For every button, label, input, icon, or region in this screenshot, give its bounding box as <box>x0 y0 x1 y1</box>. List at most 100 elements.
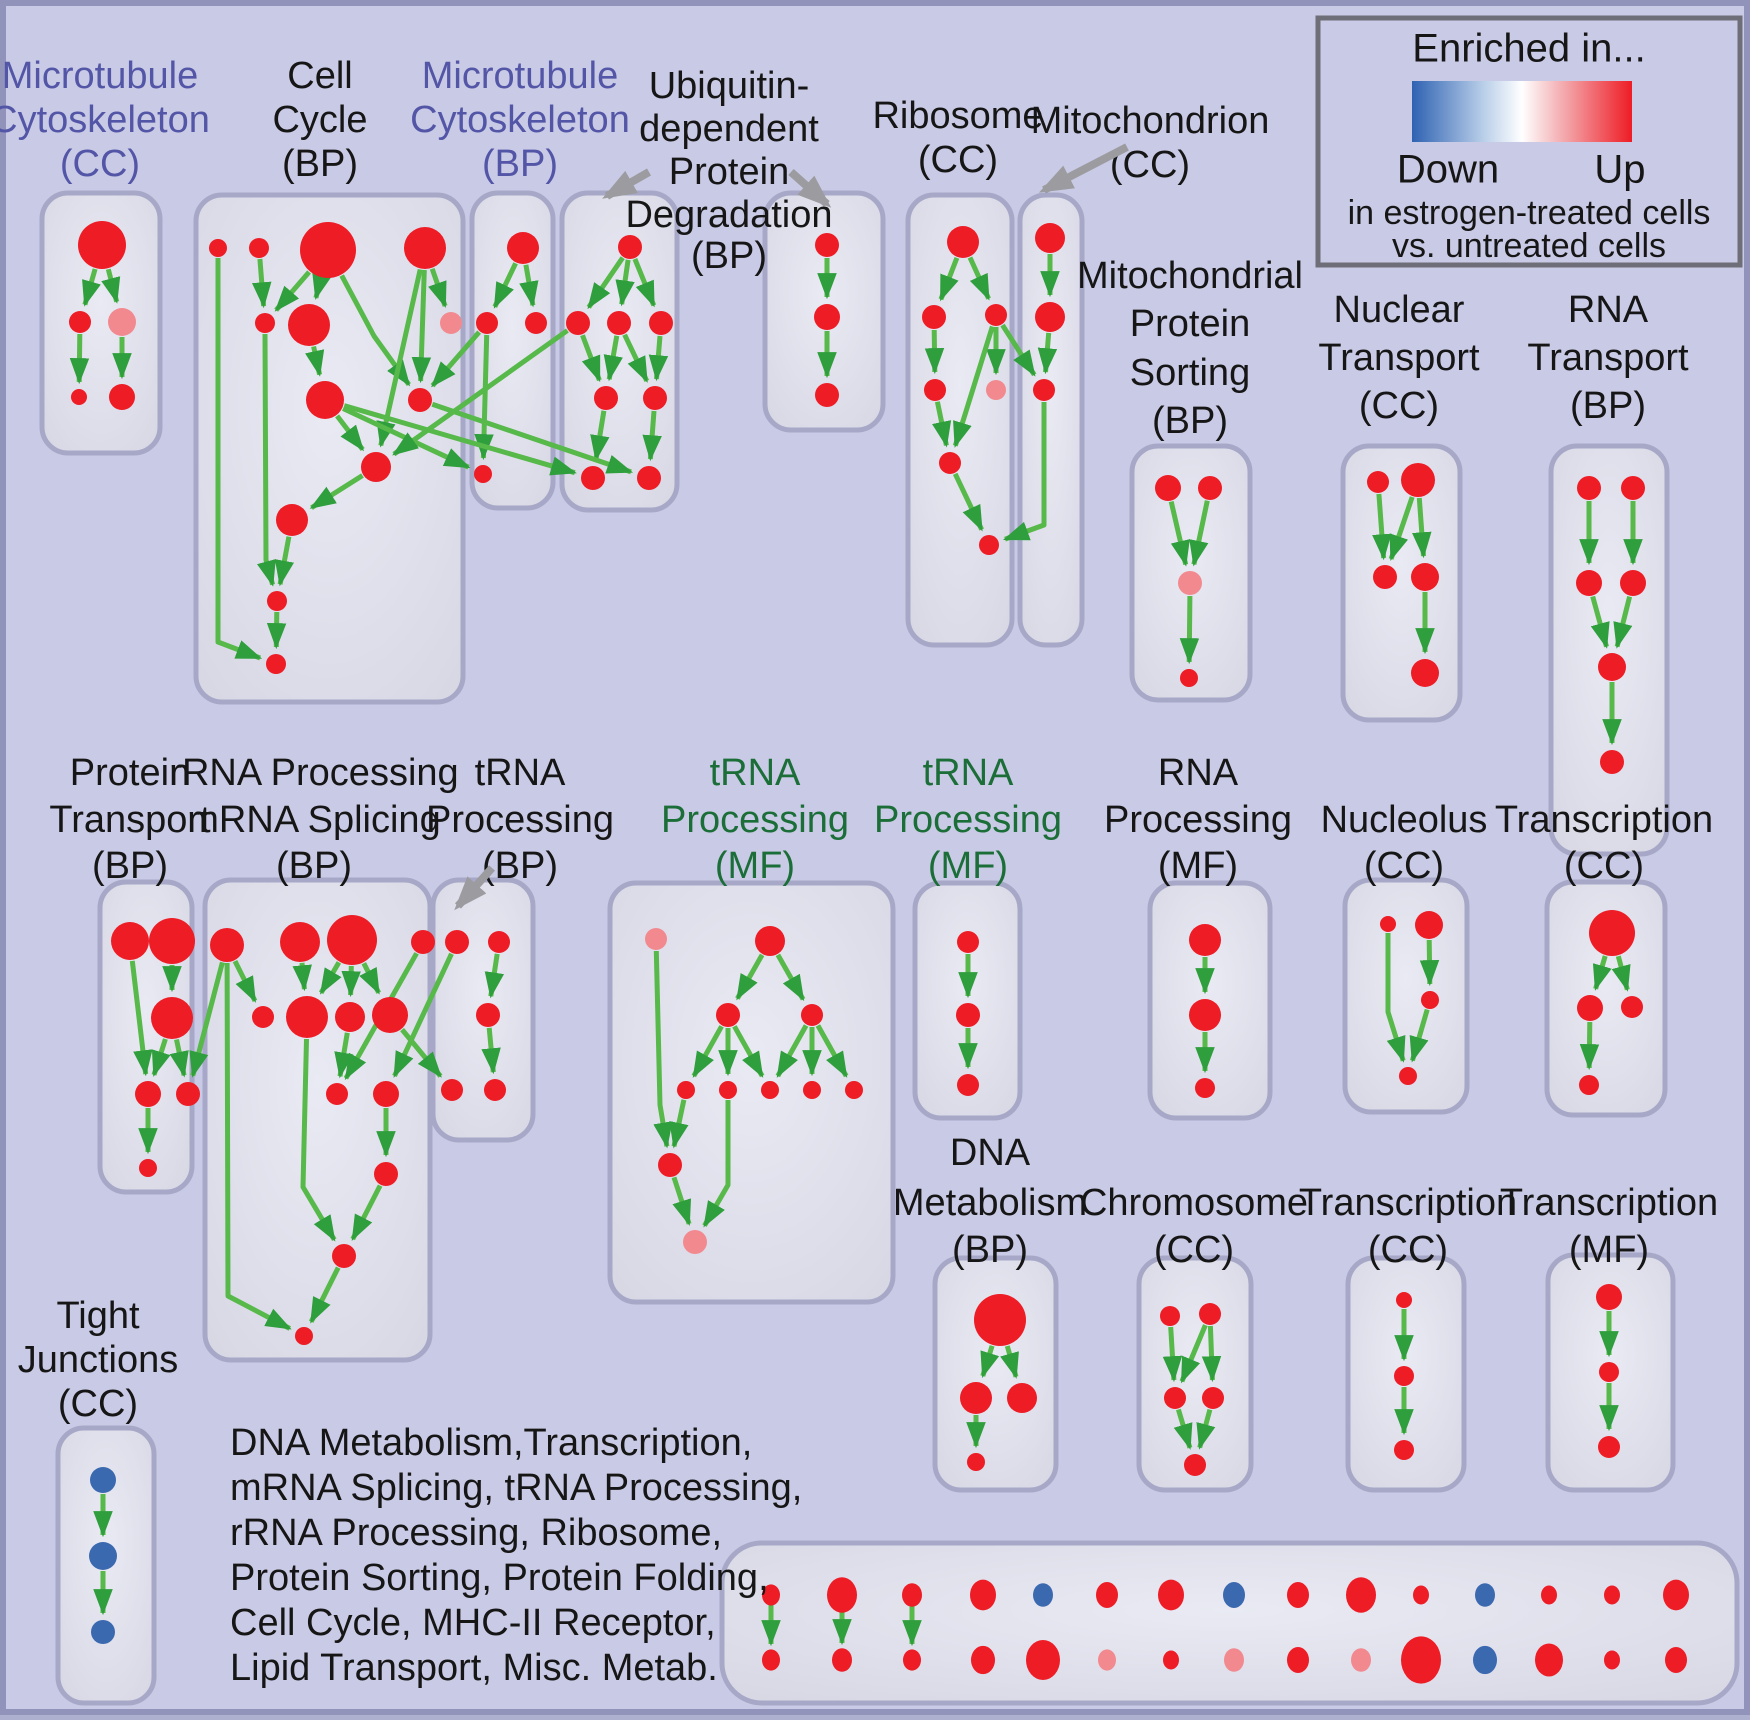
go-term-node <box>979 535 999 555</box>
edge-arrow <box>335 414 365 452</box>
go-term-node <box>1158 1579 1184 1611</box>
go-term-node <box>288 304 330 346</box>
group-label-microtubule-cytoskeleton-bp: Microtubule <box>422 55 618 97</box>
go-term-node <box>295 1327 313 1345</box>
go-term-node <box>484 1079 506 1101</box>
go-term-node <box>1598 1436 1620 1458</box>
edge-arrow <box>1000 1345 1019 1379</box>
group-label-trna-processing-mf-small: (MF) <box>928 845 1008 887</box>
edge-arrow <box>642 410 662 462</box>
edge-arrow <box>169 1038 189 1078</box>
go-term-node <box>408 388 432 412</box>
go-term-node <box>209 239 227 257</box>
go-term-node <box>1096 1582 1118 1608</box>
misc-terms-text: rRNA Processing, Ribosome, <box>230 1512 722 1554</box>
group-label-ubiquitin-degradation-right-box: (BP) <box>691 235 767 277</box>
group-label-mitochondrion-cc: Mitochondrion <box>1031 100 1270 142</box>
go-term-node <box>985 304 1007 326</box>
go-term-node <box>1178 571 1202 595</box>
group-box-rna-transport-bp <box>1548 443 1670 857</box>
edge-arrow <box>274 536 295 587</box>
go-term-node <box>1199 1303 1221 1325</box>
go-term-node <box>845 1081 863 1099</box>
group-label-dna-metabolism-bp: (BP) <box>952 1229 1028 1271</box>
go-term-node <box>476 1003 500 1027</box>
go-term-node <box>581 466 605 490</box>
go-term-node <box>903 1649 921 1671</box>
legend-subtitle-2: vs. untreated cells <box>1392 227 1666 265</box>
go-term-node <box>78 221 126 269</box>
group-label-rna-transport-bp: (BP) <box>1570 385 1646 427</box>
group-label-mitochondrial-protein-sorting-bp: Mitochondrial <box>1077 255 1303 297</box>
edge-arrow <box>815 1024 849 1078</box>
edge-arrow <box>274 270 311 312</box>
edge-arrow <box>671 1176 692 1226</box>
group-label-transcription-mf: (MF) <box>1569 1229 1649 1271</box>
edge-arrow <box>775 953 806 1002</box>
group-box-rrna-processing-mrna-splicing-bp <box>202 877 433 1363</box>
go-term-node <box>1541 1585 1557 1605</box>
edge-arrow <box>431 401 634 475</box>
go-term-node <box>607 311 631 335</box>
edge-arrow <box>428 267 448 309</box>
misc-terms-text: Protein Sorting, Protein Folding, <box>230 1557 769 1599</box>
edge-arrow <box>519 264 539 308</box>
go-term-node <box>1033 379 1055 401</box>
group-label-tight-junctions-cc: Tight <box>56 1295 140 1337</box>
group-label-cell-cycle-bp: Cycle <box>272 99 367 141</box>
go-term-node <box>1202 1387 1224 1409</box>
group-box-microtubule-cytoskeleton-bp <box>469 190 556 511</box>
group-label-cell-cycle-bp: Cell <box>287 55 352 97</box>
group-label-rna-processing-mf: RNA <box>1158 752 1239 794</box>
go-term-node <box>761 1081 779 1099</box>
edge-arrow <box>603 335 623 382</box>
edge-arrow <box>980 1345 1000 1379</box>
go-term-node <box>476 312 498 334</box>
edge-arrow <box>484 953 505 999</box>
go-term-node <box>1401 463 1435 497</box>
go-term-node <box>658 1153 682 1177</box>
group-box-misc-terms-box <box>719 1540 1740 1706</box>
edge-arrow <box>400 1028 443 1078</box>
go-term-node <box>762 1584 780 1606</box>
edge-arrow <box>622 333 650 383</box>
go-term-node <box>280 922 320 962</box>
edge-arrow <box>967 256 991 301</box>
go-term-node <box>440 312 462 334</box>
group-box-trna-processing-mf-small <box>912 880 1023 1121</box>
label-pointer-arrow <box>1038 143 1129 194</box>
edge-arrow <box>615 259 635 307</box>
edge-arrow <box>648 335 669 382</box>
go-term-node <box>1599 1362 1619 1382</box>
edge-arrow <box>189 961 225 1078</box>
group-label-nuclear-transport-cc: Nuclear <box>1334 289 1465 331</box>
edge-arrow <box>69 333 90 385</box>
go-term-node <box>267 591 287 611</box>
go-term-node <box>970 1579 996 1611</box>
go-term-node <box>249 238 269 258</box>
misc-terms-text: Lipid Transport, Misc. Metab. <box>230 1647 718 1689</box>
edge-arrow <box>129 960 153 1077</box>
group-label-microtubule-cytoskeleton-bp: Cytoskeleton <box>410 99 630 141</box>
group-label-rrna-processing-mrna-splicing-bp: mRNA Splicing <box>187 799 440 841</box>
go-term-node <box>986 380 1006 400</box>
edge-arrow <box>411 269 432 384</box>
go-term-node <box>1411 563 1439 591</box>
edge-arrow <box>1579 1021 1600 1071</box>
group-label-nucleolus-cc: (CC) <box>1364 845 1444 887</box>
go-term-node <box>801 1004 823 1026</box>
edge-arrow <box>952 472 984 532</box>
go-term-node <box>252 1006 274 1028</box>
go-term-node <box>1026 1639 1060 1681</box>
group-label-transcription-cc-bottom: (CC) <box>1368 1229 1448 1271</box>
edge-arrow <box>1372 493 1392 561</box>
group-box-nuclear-transport-cc <box>1340 443 1463 723</box>
go-term-node <box>1604 1650 1620 1670</box>
go-term-node <box>374 1162 398 1186</box>
go-term-node <box>335 1002 365 1032</box>
edge-arrow <box>266 611 287 650</box>
go-term-node <box>566 311 590 335</box>
go-term-node <box>1035 223 1065 253</box>
edge-arrow <box>359 962 381 995</box>
go-term-node <box>1189 924 1221 956</box>
